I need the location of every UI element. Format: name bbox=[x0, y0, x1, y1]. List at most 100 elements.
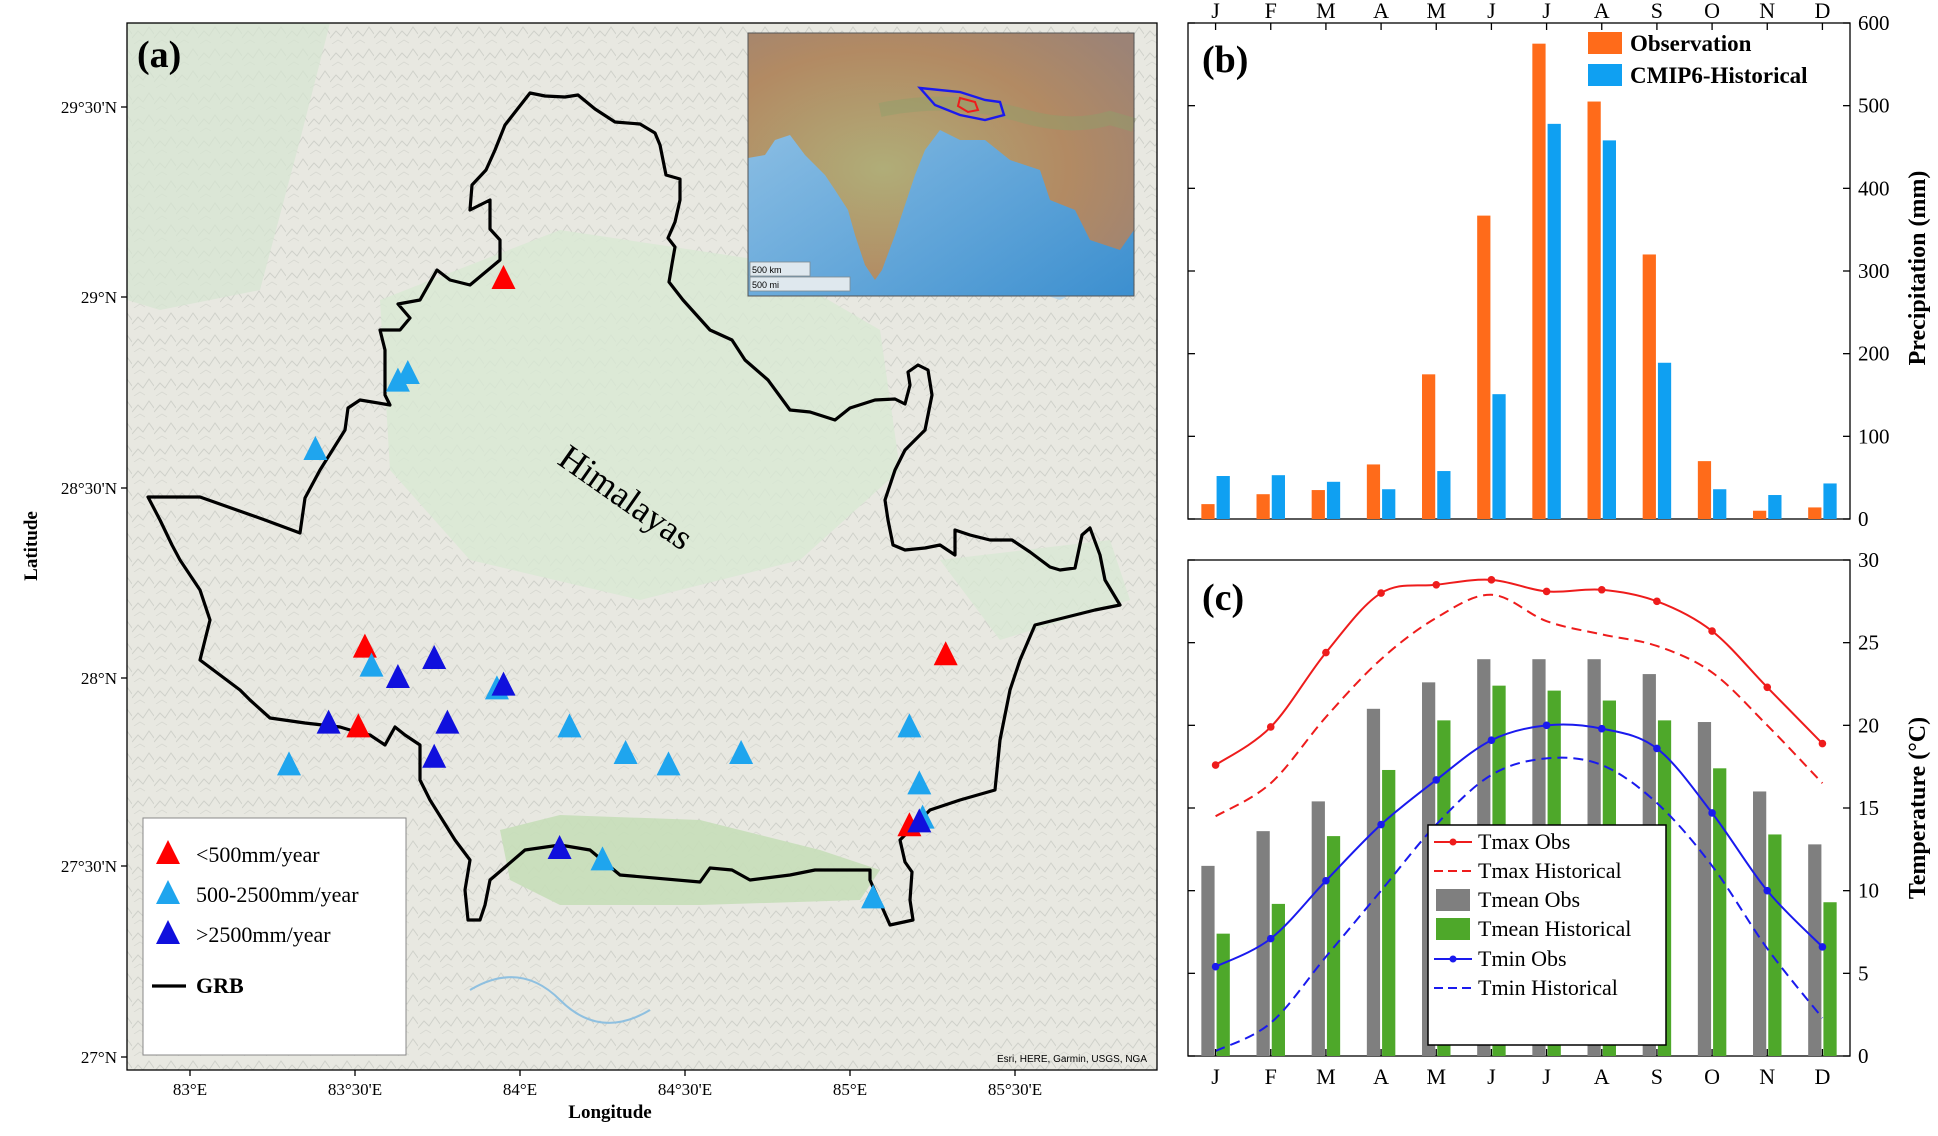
panel-c-month-label: A bbox=[1594, 1064, 1610, 1089]
station-mid-triangle-icon bbox=[861, 884, 886, 909]
panel-b-ytick-label: 600 bbox=[1858, 11, 1890, 35]
historical-precip-bar bbox=[1713, 489, 1727, 519]
tmax-historical-line bbox=[1215, 593, 1824, 818]
panel-b-ytick-label: 0 bbox=[1858, 507, 1869, 531]
inset-scale-km: 500 km bbox=[752, 265, 782, 275]
panel-b-month-label: D bbox=[1814, 0, 1830, 23]
historical-precip-bar bbox=[1326, 481, 1341, 519]
protected-area-west bbox=[127, 23, 330, 310]
panel-b-month-label: J bbox=[1487, 0, 1496, 23]
longitude-ticks: 83°E 83°30'E 84°E 84°30'E 85°E 85°30'E bbox=[173, 1070, 1042, 1099]
historical-precip-bar bbox=[1216, 476, 1230, 519]
legend-tmax-hist-label: Tmax Historical bbox=[1478, 858, 1622, 883]
tmax-obs-point bbox=[1266, 723, 1275, 731]
tmin-obs-point bbox=[1322, 876, 1330, 885]
lat-tick-label: 29°30'N bbox=[61, 98, 117, 117]
panel-c-legend: Tmax Obs Tmax Historical Tmean Obs Tmean… bbox=[1427, 824, 1667, 1046]
panel-c-ylabel: Temperature (°C) bbox=[1905, 717, 1931, 899]
tmax-obs-point bbox=[1322, 648, 1330, 657]
lon-tick-label: 84°E bbox=[503, 1080, 537, 1099]
inset-scale-km-box bbox=[749, 261, 811, 277]
legend-tmean-hist-swatch bbox=[1436, 918, 1470, 940]
station-low-triangle-icon bbox=[491, 265, 516, 289]
inset-scale-mi-box bbox=[749, 276, 851, 292]
panel-c-month-label: N bbox=[1759, 1064, 1775, 1089]
tmin-obs-point bbox=[1266, 934, 1275, 943]
lon-tick-label: 83°E bbox=[173, 1080, 207, 1099]
station-markers bbox=[277, 265, 958, 909]
tmax-obs-line bbox=[1215, 578, 1824, 766]
station-mid-triangle-icon bbox=[897, 713, 922, 738]
tmax-obs-point bbox=[1211, 761, 1220, 769]
panel-b-month-label: N bbox=[1759, 0, 1775, 23]
panel-b-month-label: M bbox=[1316, 0, 1336, 23]
tmin-obs-point bbox=[1487, 736, 1496, 745]
tmin-obs-point bbox=[1377, 820, 1385, 829]
legend-high-label: >2500mm/year bbox=[196, 922, 331, 947]
panel-b-ytick-label: 200 bbox=[1858, 342, 1890, 366]
map-legend: <500mm/year 500-2500mm/year >2500mm/year… bbox=[142, 817, 407, 1056]
legend-observation-label: Observation bbox=[1630, 31, 1752, 56]
panel-b-label: (b) bbox=[1202, 39, 1248, 81]
station-low-triangle-icon bbox=[933, 641, 958, 666]
panel-b-month-label: S bbox=[1651, 0, 1663, 23]
lat-tick-label: 27°30'N bbox=[61, 857, 117, 876]
panel-c-label: (c) bbox=[1202, 577, 1244, 619]
temperature-panel: J F M A M J J A S O N D 0 5 10 15 20 25 30 (c) Tmax Obs Tm… bbox=[1187, 548, 1931, 1089]
panel-c-ytick-label: 15 bbox=[1858, 796, 1879, 820]
historical-precip-bar bbox=[1657, 362, 1672, 519]
station-mid-triangle-icon bbox=[729, 740, 754, 764]
panel-b-ytick-label: 300 bbox=[1858, 259, 1890, 283]
historical-precip-bar bbox=[1823, 483, 1837, 519]
tmin-obs-point bbox=[1818, 943, 1827, 951]
station-high-triangle-icon bbox=[422, 645, 447, 669]
historical-precip-bar bbox=[1437, 471, 1451, 519]
tmean-hist-bar bbox=[1216, 933, 1230, 1056]
tmean-obs-bar bbox=[1753, 791, 1767, 1056]
panel-b-ylabel: Precipitation (mm) bbox=[1905, 171, 1931, 366]
legend-darkblue-triangle-icon bbox=[156, 920, 180, 944]
panel-b-ytick-label: 400 bbox=[1858, 176, 1890, 200]
legend-tmin-obs-label: Tmin Obs bbox=[1478, 946, 1567, 971]
tmean-obs-bar bbox=[1366, 708, 1381, 1056]
tmax-obs-point bbox=[1708, 627, 1716, 635]
map-attribution: Esri, HERE, Garmin, USGS, NGA bbox=[997, 1054, 1147, 1065]
legend-tmean-obs-swatch bbox=[1436, 889, 1470, 911]
station-mid-triangle-icon bbox=[907, 770, 932, 795]
legend-boundary-label: GRB bbox=[196, 973, 244, 998]
panel-c-month-label: F bbox=[1265, 1064, 1277, 1089]
station-mid-triangle-icon bbox=[590, 846, 615, 871]
station-mid-triangle-icon bbox=[656, 751, 681, 776]
legend-tmean-hist-label: Tmean Historical bbox=[1478, 916, 1631, 941]
station-high-triangle-icon bbox=[547, 835, 572, 859]
panel-b-month-label: J bbox=[1211, 0, 1220, 23]
station-mid-triangle-icon bbox=[613, 740, 638, 764]
observation-precip-bar bbox=[1422, 374, 1436, 519]
legend-low-label: <500mm/year bbox=[196, 842, 320, 867]
observation-precip-bar bbox=[1256, 494, 1270, 519]
tmean-hist-bar bbox=[1768, 834, 1782, 1056]
station-high-triangle-icon bbox=[435, 709, 460, 734]
historical-precip-bar bbox=[1768, 495, 1782, 519]
panel-b-legend: Observation CMIP6-Historical bbox=[1588, 31, 1808, 88]
historical-precip-bar bbox=[1547, 123, 1561, 519]
tmin-obs-point bbox=[1211, 962, 1220, 971]
tmax-obs-point bbox=[1432, 581, 1441, 589]
lat-tick-label: 28°30'N bbox=[61, 479, 117, 498]
map-panel-label: (a) bbox=[137, 34, 181, 76]
panel-c-month-label: S bbox=[1651, 1064, 1663, 1089]
station-mid-triangle-icon bbox=[303, 436, 328, 460]
panel-c-month-label: J bbox=[1487, 1064, 1496, 1089]
tmax-obs-point bbox=[1487, 576, 1496, 584]
tmin-obs-point bbox=[1763, 886, 1772, 895]
tmin-obs-point bbox=[1542, 721, 1551, 730]
tmean-hist-bar bbox=[1326, 836, 1341, 1056]
observation-precip-bar bbox=[1753, 510, 1767, 519]
lon-tick-label: 85°30'E bbox=[988, 1080, 1042, 1099]
legend-lightblue-triangle-icon bbox=[156, 880, 180, 904]
tmin-obs-point bbox=[1708, 809, 1716, 817]
protected-area-himalaya bbox=[380, 230, 900, 600]
panel-c-month-label: M bbox=[1426, 1064, 1446, 1089]
inset-land bbox=[748, 33, 1134, 280]
